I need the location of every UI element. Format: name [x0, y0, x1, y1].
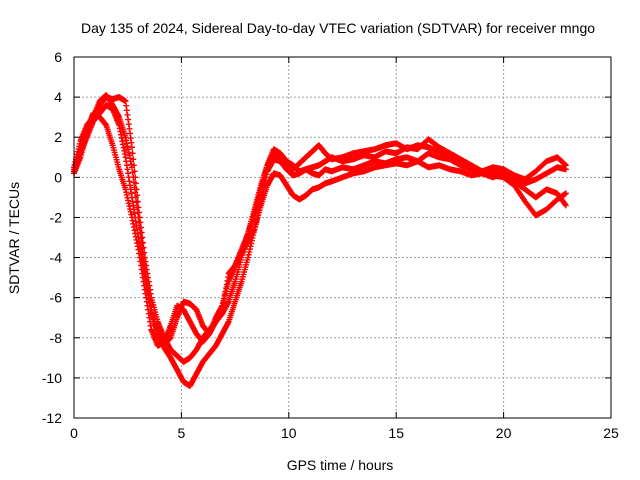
y-axis-label: SDTVAR / TECUs — [6, 182, 22, 294]
y-tick-label: 6 — [54, 49, 62, 65]
y-tick-label: -4 — [50, 250, 63, 266]
x-tick-label: 20 — [496, 425, 512, 441]
data-point — [139, 239, 146, 246]
data-point — [140, 256, 147, 263]
x-tick-label: 0 — [70, 425, 78, 441]
grid — [74, 57, 611, 418]
data-point — [139, 245, 146, 252]
chart-title: Day 135 of 2024, Sidereal Day-to-day VTE… — [81, 20, 595, 36]
x-tick-label: 5 — [178, 425, 186, 441]
data-point — [128, 164, 135, 171]
data-point — [136, 219, 143, 226]
y-tick-label: -12 — [42, 410, 62, 426]
axis-ticks: 0 5 10 15 20 25 -12 -10 -8 -6 -4 -2 0 2 4 6 — [42, 49, 619, 441]
data-point — [135, 214, 142, 221]
data-point — [562, 190, 569, 197]
data-point — [136, 224, 143, 231]
y-tick-label: -2 — [50, 209, 63, 225]
data-point — [132, 194, 139, 201]
data-point — [129, 150, 136, 157]
data-point — [139, 234, 146, 241]
y-tick-label: -8 — [50, 330, 63, 346]
data-point — [131, 184, 138, 191]
data-point — [140, 244, 147, 251]
y-tick-label: -10 — [42, 370, 62, 386]
x-tick-label: 15 — [388, 425, 404, 441]
data-point — [562, 161, 569, 168]
data-point — [562, 201, 569, 208]
data-point — [141, 261, 148, 268]
data-point — [128, 144, 135, 151]
x-tick-label: 25 — [603, 425, 619, 441]
series-day-3 — [71, 92, 569, 347]
series-day-4 — [71, 110, 569, 349]
data-point — [562, 202, 569, 209]
y-tick-label: 2 — [54, 129, 62, 145]
data-point — [129, 169, 136, 176]
data-points — [71, 92, 569, 389]
data-point — [133, 199, 140, 206]
x-tick-label: 10 — [281, 425, 297, 441]
data-point — [562, 162, 569, 169]
data-point — [130, 179, 137, 186]
y-tick-label: 4 — [54, 89, 62, 105]
data-point — [138, 235, 145, 242]
series-day-2 — [71, 94, 569, 365]
y-tick-label: 0 — [54, 169, 62, 185]
data-point — [134, 198, 141, 205]
y-tick-label: -6 — [50, 290, 63, 306]
data-point — [137, 230, 144, 237]
data-point — [134, 209, 141, 216]
x-axis-label: GPS time / hours — [287, 457, 394, 473]
data-point — [132, 189, 139, 196]
data-point — [134, 204, 141, 211]
plot-frame — [73, 56, 612, 419]
data-point — [130, 174, 137, 181]
